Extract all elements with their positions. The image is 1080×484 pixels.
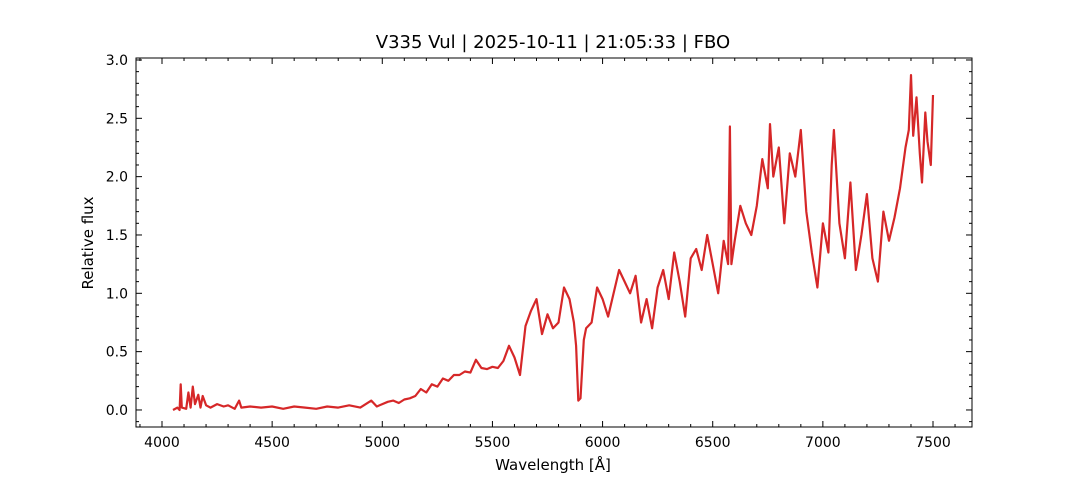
- x-tick-label: 4500: [254, 435, 290, 451]
- y-tick-label: 2.0: [106, 170, 128, 186]
- y-tick-label: 0.0: [106, 403, 128, 419]
- y-tick-label: 3.0: [106, 53, 128, 69]
- plot-area: [172, 74, 935, 412]
- y-axis-label: Relative flux: [79, 196, 97, 289]
- x-axis: 4000 4500 5000 5500 6000 6500 7000 7500: [139, 58, 956, 451]
- y-tick-label: 1.0: [106, 286, 128, 302]
- y-axis: 0.0 0.5 1.0 1.5 2.0 2.5 3.0: [106, 53, 972, 423]
- x-tick-label: 5500: [475, 435, 511, 451]
- y-tick-label: 1.5: [106, 228, 128, 244]
- axes-frame: [135, 57, 973, 428]
- x-tick-label: 6500: [695, 435, 731, 451]
- x-tick-label: 7000: [805, 435, 841, 451]
- y-tick-label: 2.5: [106, 111, 128, 127]
- x-axis-label: Wavelength [Å]: [495, 455, 611, 474]
- spectrum-line: [172, 74, 935, 412]
- x-tick-label: 7500: [915, 435, 951, 451]
- x-tick-label: 5000: [364, 435, 400, 451]
- y-tick-label: 0.5: [106, 345, 128, 361]
- x-tick-label: 4000: [144, 435, 180, 451]
- x-tick-label: 6000: [585, 435, 621, 451]
- chart-title: V335 Vul | 2025-10-11 | 21:05:33 | FBO: [376, 32, 730, 53]
